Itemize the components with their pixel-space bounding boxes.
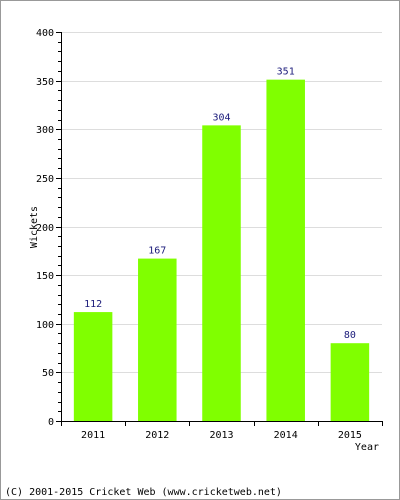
y-tick-label: 0 — [48, 417, 54, 428]
data-label-2013: 304 — [212, 112, 230, 123]
bar-2015 — [330, 343, 370, 421]
copyright-footer: (C) 2001-2015 Cricket Web (www.cricketwe… — [5, 487, 282, 498]
axes — [56, 32, 383, 426]
x-tick-label: 2011 — [81, 430, 105, 441]
bar-2014 — [266, 79, 305, 421]
x-axis-title: Year — [355, 442, 379, 453]
y-axis-title: Wickets — [29, 206, 40, 248]
y-tick-label: 400 — [36, 28, 54, 39]
y-tick-label: 350 — [36, 77, 54, 88]
y-tick-label: 250 — [36, 174, 54, 185]
data-labels: 112 167 304 351 80 — [84, 67, 356, 342]
data-label-2012: 167 — [148, 246, 166, 257]
bar-2013 — [202, 125, 241, 422]
x-tick-label: 2013 — [209, 430, 233, 441]
y-tick-label: 300 — [36, 125, 54, 136]
y-tick-label: 100 — [36, 320, 54, 331]
y-tick-label: 200 — [36, 223, 54, 234]
data-label-2015: 80 — [344, 330, 356, 341]
y-tick-label: 50 — [42, 368, 54, 379]
y-tick-label: 150 — [36, 271, 54, 282]
x-tick-labels: 2011 2012 2013 2014 2015 — [81, 430, 362, 441]
bar-2012 — [138, 258, 177, 421]
bar-2011 — [73, 312, 113, 421]
x-tick-label: 2014 — [274, 430, 298, 441]
x-tick-label: 2012 — [145, 430, 169, 441]
y-tick-labels: 0 50 100 150 200 250 300 350 400 — [36, 28, 54, 428]
x-tick-label: 2015 — [338, 430, 362, 441]
bars — [73, 79, 370, 422]
data-label-2014: 351 — [277, 67, 295, 78]
data-label-2011: 112 — [84, 299, 102, 310]
